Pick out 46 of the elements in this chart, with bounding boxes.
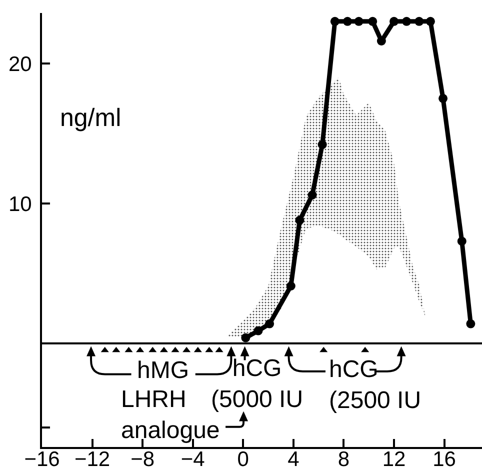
point: [136, 346, 144, 352]
point: [112, 346, 120, 352]
point: [286, 282, 296, 290]
x-tick-label: 4: [288, 448, 300, 472]
point: [265, 319, 274, 328]
point: [308, 190, 317, 200]
point: [215, 346, 224, 352]
point: [100, 346, 109, 352]
point: [124, 346, 133, 352]
point: [330, 16, 340, 26]
x-tick-label: 0: [237, 448, 249, 472]
point: [194, 346, 202, 352]
y-tick-label: 10: [8, 192, 32, 216]
point: [205, 346, 214, 352]
annotation: hCG (5000 IU: [211, 355, 304, 414]
x-tick-label: −16: [24, 448, 60, 472]
point: [318, 140, 327, 150]
point: [148, 346, 157, 352]
point: [342, 16, 352, 26]
point: [426, 16, 435, 26]
y-tick-label: 20: [8, 52, 32, 76]
point: [390, 16, 398, 26]
y-axis-title: ng/ml: [60, 104, 122, 132]
point: [254, 326, 263, 336]
point: [457, 236, 466, 246]
x-tick-label: −4: [180, 448, 206, 472]
x-tick-label: 12: [382, 448, 406, 472]
x-tick-label: 16: [432, 448, 456, 472]
x-tick-label: 8: [338, 448, 350, 472]
point: [361, 346, 370, 352]
point: [241, 333, 250, 342]
point: [414, 16, 424, 26]
x-tick-label: −8: [130, 448, 155, 472]
x-tick-label: −12: [74, 448, 110, 472]
point: [354, 16, 364, 26]
point: [182, 346, 191, 352]
point: [402, 16, 412, 26]
annotation: hMG: [137, 357, 190, 384]
point: [160, 346, 168, 352]
point: [438, 94, 448, 103]
point: [171, 346, 180, 352]
point: [466, 319, 476, 328]
annotation: hCG (2500 IU: [329, 356, 422, 414]
point: [368, 16, 378, 26]
point: [320, 346, 328, 352]
point: [295, 216, 304, 225]
